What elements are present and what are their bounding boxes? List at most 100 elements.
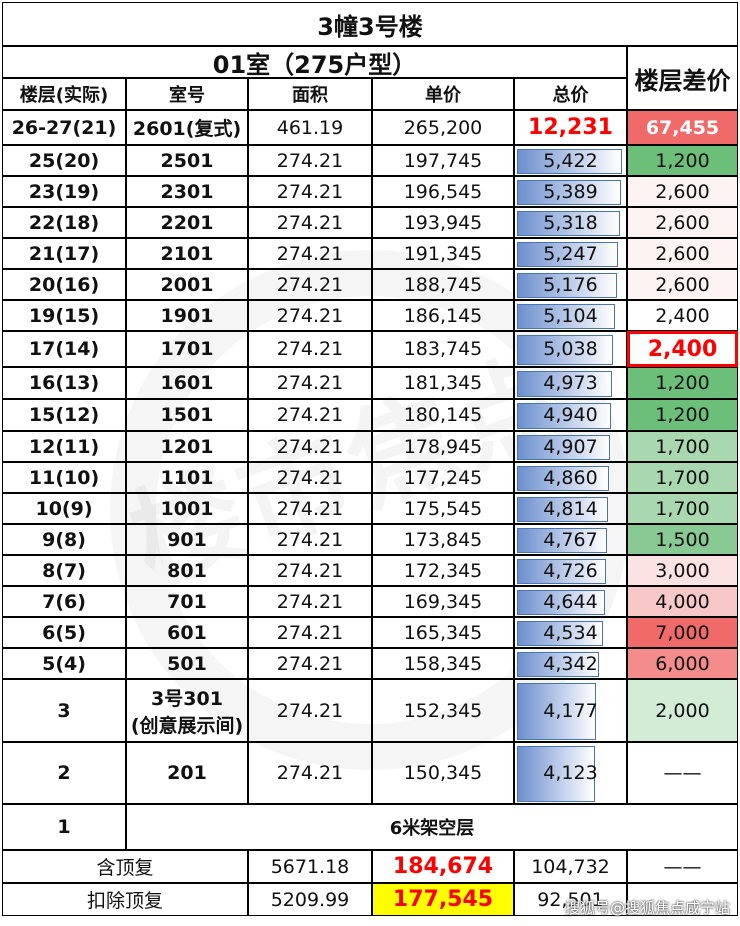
summary-total: 104,732 (514, 850, 627, 883)
column-header-text: 楼层(实际) (19, 85, 109, 106)
floor-cell-text: 25(20) (28, 149, 100, 172)
diff-cell: 1,700 (627, 493, 738, 524)
room-cell: 2101 (126, 238, 248, 269)
total-databar (517, 180, 621, 205)
total-databar (517, 497, 608, 522)
total-databar (517, 652, 599, 677)
floor-cell: 26-27(21) (2, 110, 126, 145)
floor-cell: 23(19) (2, 176, 126, 207)
room-cell: 1101 (126, 462, 248, 493)
diff-cell: 2,400 (627, 300, 738, 331)
total-databar (517, 528, 607, 553)
unit-price-cell: 172,345 (372, 555, 514, 586)
floor-cell: 8(7) (2, 555, 126, 586)
total-databar (517, 403, 611, 429)
room-cell-text: 701 (167, 590, 207, 613)
summary-total-text: 104,732 (531, 855, 610, 878)
floor-cell: 1 (2, 804, 126, 850)
total-cell-text: 4,726 (543, 559, 598, 582)
unit-price-cell-text: 175,545 (403, 497, 483, 520)
diff-cell-text: 1,200 (655, 404, 710, 426)
diff-cell-text: 2,600 (655, 211, 710, 234)
area-cell-text: 274.21 (276, 304, 344, 327)
room-cell: 501 (126, 648, 248, 679)
source-credit: 搜狐号@搜狐焦点咸宁站 (564, 899, 730, 917)
total-cell-text: 5,176 (543, 273, 598, 296)
area-cell: 274.21 (248, 300, 372, 331)
total-cell-text: 12,231 (528, 115, 613, 140)
room-cell-text: 501 (167, 652, 207, 675)
diff-cell: 4,000 (627, 586, 738, 617)
floor-cell-text: 3 (57, 699, 71, 722)
diff-cell-text: 3,000 (655, 559, 710, 582)
diff-cell-text: 2,600 (655, 180, 710, 203)
diff-cell-text: 7,000 (655, 621, 710, 644)
unit-price-cell: 178,945 (372, 431, 514, 462)
area-cell-text: 274.21 (276, 211, 344, 234)
total-cell: 4,726 (514, 555, 627, 586)
total-cell-text: 4,342 (543, 652, 598, 675)
total-cell: 4,767 (514, 524, 627, 555)
floor-cell: 11(10) (2, 462, 126, 493)
total-databar (517, 304, 615, 329)
unit-price-cell-text: 188,745 (403, 273, 483, 296)
room-cell-text: 1001 (160, 497, 214, 520)
floor-cell-text: 21(17) (28, 242, 100, 265)
room-cell-text: 1101 (160, 466, 214, 489)
summary-label-text: 扣除顶复 (86, 890, 163, 912)
floor-cell: 5(4) (2, 648, 126, 679)
unit-price-cell-text: 150,345 (403, 762, 483, 784)
total-cell: 5,422 (514, 145, 627, 176)
room-cell-text: 801 (167, 559, 207, 582)
column-header: 单价 (372, 78, 514, 110)
room-cell: 1701 (126, 331, 248, 367)
room-cell-text: 3号301 (151, 687, 223, 710)
total-cell: 4,177 (514, 679, 627, 742)
column-header-text: 面积 (292, 85, 328, 106)
unit-price-cell: 186,145 (372, 300, 514, 331)
diff-cell-text: 2,400 (655, 304, 710, 327)
room-cell: 701 (126, 586, 248, 617)
diff-cell-text: 2,400 (647, 336, 718, 362)
total-databar (517, 590, 605, 615)
floor-cell: 10(9) (2, 493, 126, 524)
area-cell-text: 274.21 (276, 528, 344, 551)
area-cell: 274.21 (248, 269, 372, 300)
diff-cell: 3,000 (627, 555, 738, 586)
total-cell-text: 4,644 (543, 590, 598, 613)
unit-price-cell-text: 183,745 (403, 338, 483, 360)
floor-cell-text: 22(18) (28, 211, 100, 234)
unit-price-cell: 177,245 (372, 462, 514, 493)
diff-header-text: 楼层差价 (634, 66, 731, 95)
floor-cell: 22(18) (2, 207, 126, 238)
diff-cell: —— (627, 742, 738, 804)
room-cell: 801 (126, 555, 248, 586)
unit-price-cell: 175,545 (372, 493, 514, 524)
area-cell-text: 274.21 (276, 559, 344, 582)
total-databar (517, 435, 610, 460)
total-databar (517, 273, 617, 298)
area-cell: 274.21 (248, 742, 372, 804)
stilt-floor-note-text: 6米架空层 (389, 818, 475, 839)
area-cell: 274.21 (248, 176, 372, 207)
unit-price-cell-text: 180,145 (403, 404, 483, 426)
unit-price-cell: 165,345 (372, 617, 514, 648)
area-cell-text: 274.21 (276, 497, 344, 520)
area-cell-text: 274.21 (276, 699, 344, 722)
room-cell-text: 1201 (160, 435, 214, 458)
unit-price-cell-text: 191,345 (403, 242, 483, 265)
total-cell-text: 5,247 (543, 242, 598, 265)
diff-cell-text: 1,700 (655, 497, 710, 520)
total-cell-text: 4,123 (543, 762, 598, 784)
page-title-text: 3幢3号楼 (317, 12, 423, 41)
column-header: 面积 (248, 78, 372, 110)
room-cell: 1501 (126, 399, 248, 431)
diff-cell: 2,400 (627, 331, 738, 367)
unit-price-cell: 150,345 (372, 742, 514, 804)
total-cell-text: 5,104 (543, 304, 598, 327)
room-cell: 2001 (126, 269, 248, 300)
floor-cell-text: 12(11) (28, 435, 100, 458)
floor-cell-text: 1 (57, 816, 71, 838)
area-cell: 274.21 (248, 648, 372, 679)
total-cell: 4,973 (514, 367, 627, 399)
